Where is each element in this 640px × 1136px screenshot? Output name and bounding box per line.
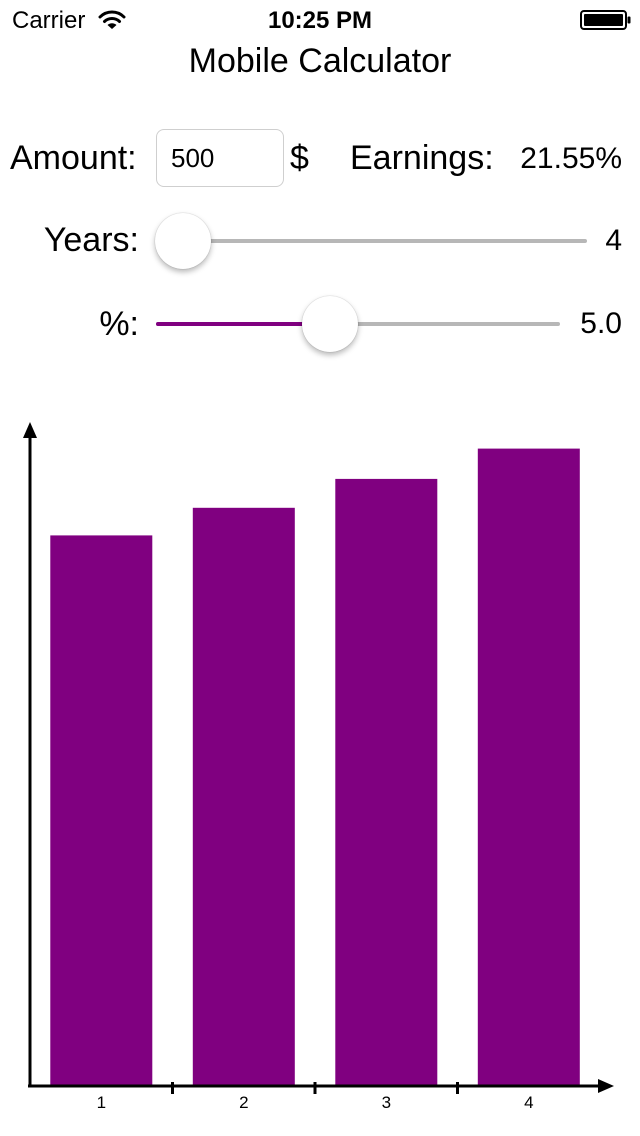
bar-3 bbox=[335, 478, 438, 1086]
x-axis-arrow-icon bbox=[598, 1079, 614, 1093]
amount-label: Amount: bbox=[10, 139, 137, 177]
amount-input[interactable] bbox=[156, 129, 284, 187]
percent-slider[interactable] bbox=[156, 294, 560, 354]
years-slider-track[interactable] bbox=[183, 239, 587, 243]
percent-label: %: bbox=[99, 305, 139, 343]
earnings-bar-chart: 1 2 3 4 bbox=[23, 422, 614, 1112]
years-value: 4 bbox=[605, 224, 622, 257]
y-axis-arrow-icon bbox=[23, 422, 37, 438]
wifi-icon bbox=[98, 10, 126, 29]
page-title: Mobile Calculator bbox=[188, 42, 452, 80]
carrier-label: Carrier bbox=[12, 7, 86, 34]
percent-slider-track[interactable] bbox=[156, 322, 560, 326]
ticks-layer: 1 2 3 4 bbox=[97, 1082, 534, 1112]
percent-slider-thumb[interactable] bbox=[302, 296, 358, 352]
years-label: Years: bbox=[43, 221, 139, 259]
currency-label: $ bbox=[290, 139, 309, 177]
bars-layer bbox=[50, 448, 580, 1087]
earnings-label: Earnings: bbox=[350, 139, 494, 177]
battery-icon bbox=[580, 10, 631, 30]
percent-value: 5.0 bbox=[580, 307, 622, 340]
bar-1 bbox=[50, 535, 153, 1086]
x-tick-label-4: 4 bbox=[524, 1093, 533, 1112]
status-time: 10:25 PM bbox=[267, 7, 373, 34]
years-slider[interactable] bbox=[155, 211, 587, 271]
x-tick-label-2: 2 bbox=[239, 1093, 248, 1112]
bar-4 bbox=[477, 448, 580, 1087]
percent-slider-fill bbox=[156, 322, 330, 326]
status-bar: Carrier 10:25 PM bbox=[0, 0, 640, 40]
years-slider-thumb[interactable] bbox=[155, 213, 211, 269]
bar-2 bbox=[192, 507, 295, 1086]
x-tick-label-1: 1 bbox=[97, 1093, 106, 1112]
earnings-value: 21.55% bbox=[520, 142, 622, 175]
x-tick-label-3: 3 bbox=[382, 1093, 391, 1112]
